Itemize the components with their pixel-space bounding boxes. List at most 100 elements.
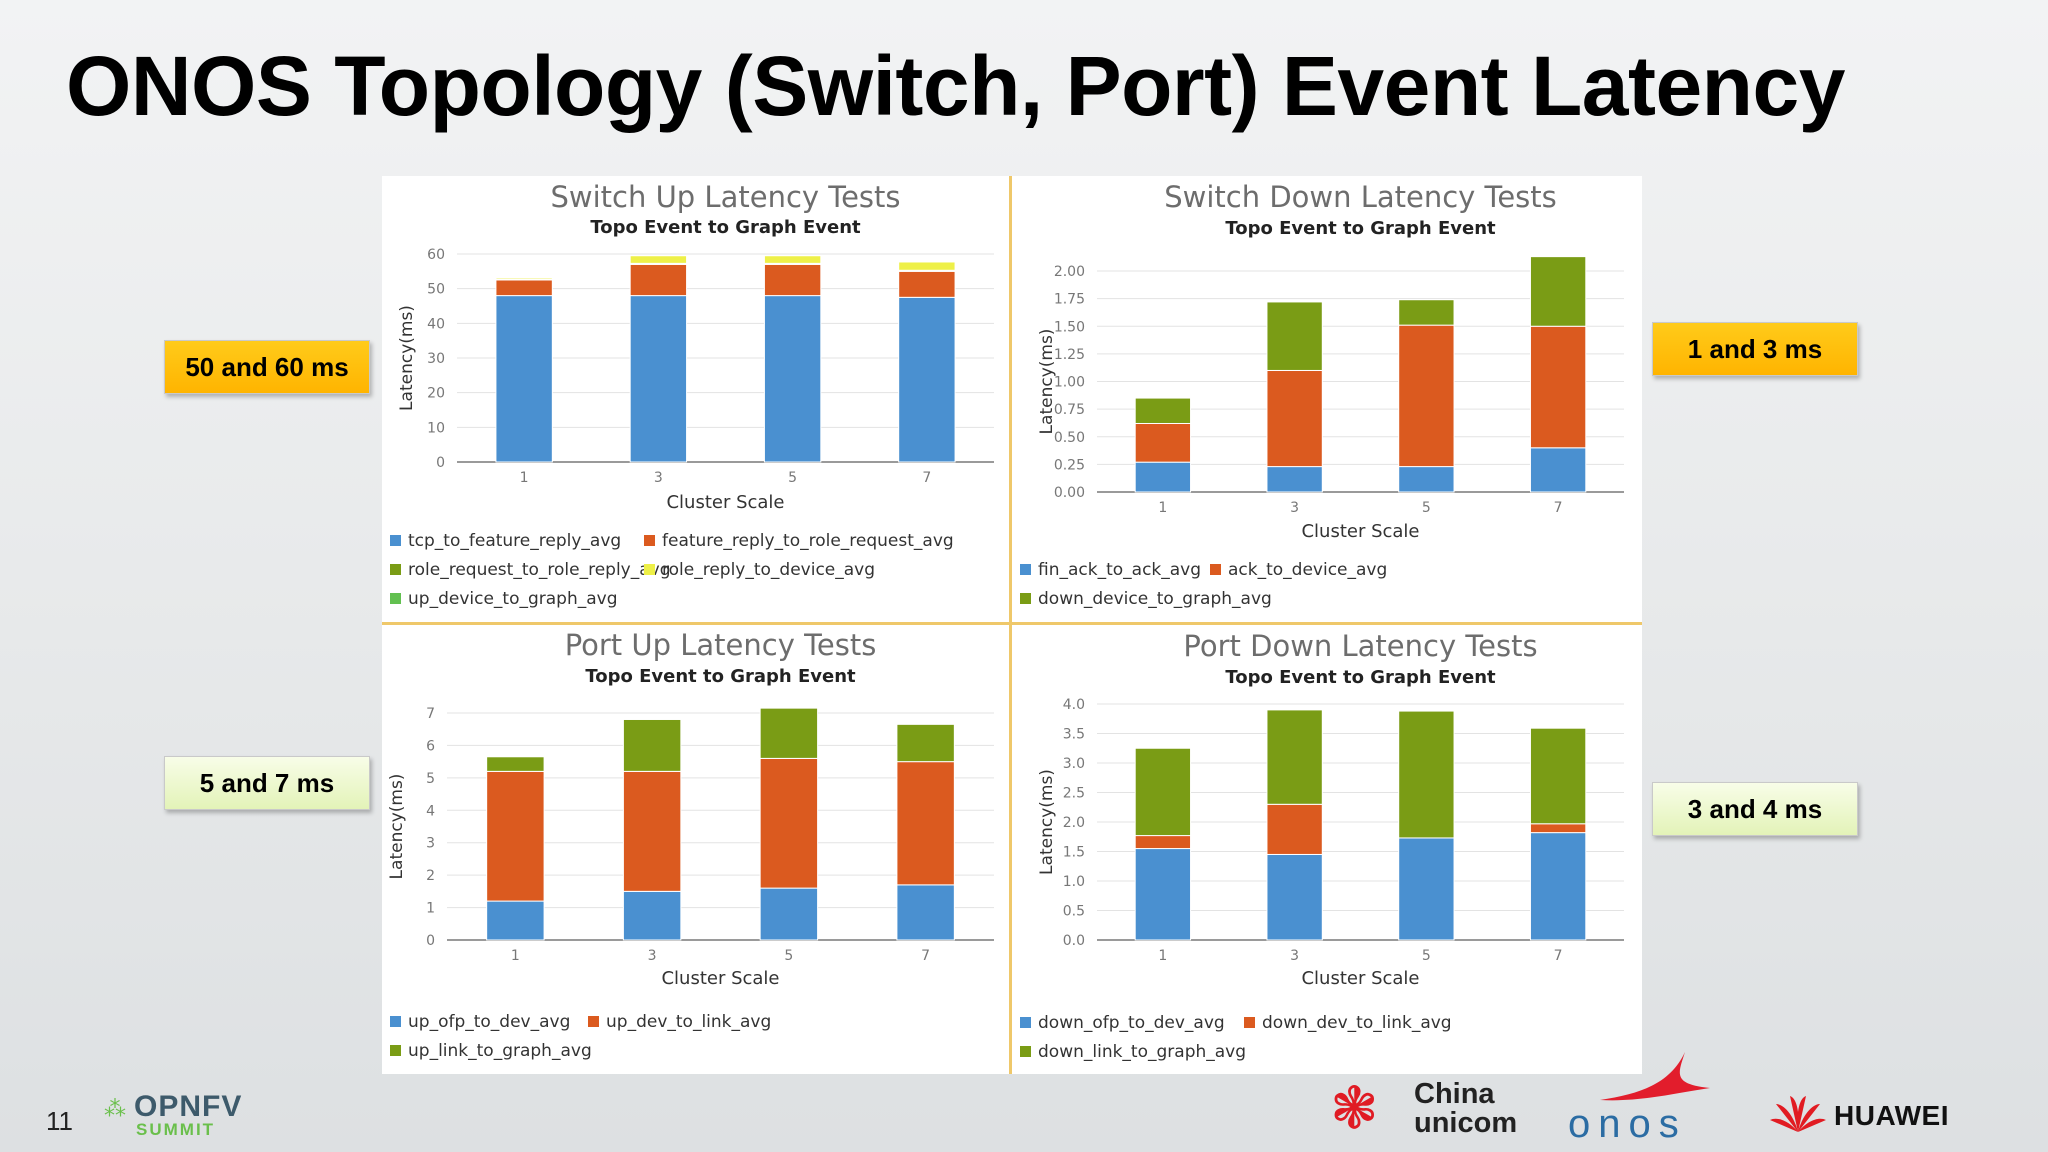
- bar-segment: [896, 884, 955, 941]
- bar-segment: [1529, 727, 1587, 825]
- x-tick-label: 3: [1290, 500, 1299, 516]
- bar-segment: [763, 295, 822, 463]
- legend-label: feature_reply_to_role_request_avg: [662, 531, 954, 551]
- chart-svg: Switch Up Latency Tests Topo Event to Gra…: [390, 180, 994, 609]
- y-tick-label: 1.50: [1054, 319, 1085, 335]
- legend-swatch: [1210, 564, 1221, 575]
- bar-segment: [1134, 747, 1192, 837]
- bar-segment: [896, 761, 955, 886]
- bar-segment: [759, 707, 819, 759]
- bar-segment: [1266, 709, 1323, 805]
- bar-segment: [1266, 301, 1323, 371]
- bar-segment: [1398, 710, 1455, 839]
- chart-subtitle: Topo Event to Graph Event: [590, 217, 861, 238]
- bar-segment: [1266, 853, 1323, 941]
- onos-logo: onos: [1560, 1044, 1730, 1148]
- huawei-flower-icon: [1770, 1096, 1826, 1132]
- huawei-wordmark: HUAWEI: [1834, 1100, 1949, 1131]
- bar-segment: [629, 263, 688, 297]
- legend-label: down_link_to_graph_avg: [1038, 1042, 1246, 1062]
- x-tick-label: 7: [1554, 948, 1563, 964]
- bar-segment: [759, 887, 819, 941]
- bar-segment: [1398, 466, 1455, 493]
- y-tick-label: 1.25: [1054, 347, 1085, 363]
- y-tick-label: 1.0: [1063, 874, 1085, 890]
- y-tick-label: 50: [427, 282, 445, 298]
- legend-swatch: [588, 1016, 599, 1027]
- bar-segment: [486, 756, 545, 772]
- y-tick-label: 0: [436, 455, 445, 471]
- bar-segment: [629, 255, 688, 264]
- bar-segment: [1529, 447, 1587, 493]
- x-tick-label: 5: [788, 470, 797, 486]
- bar-segment: [898, 261, 956, 271]
- legend-swatch: [1020, 564, 1031, 575]
- y-axis-label: Latency(ms): [1037, 769, 1057, 875]
- chart-subtitle: Topo Event to Graph Event: [585, 666, 856, 687]
- legend-swatch: [390, 593, 401, 604]
- callout-port-down: 3 and 4 ms: [1652, 782, 1858, 836]
- bar-segment: [486, 770, 545, 902]
- x-tick-label: 5: [1422, 948, 1431, 964]
- legend-label: up_device_to_graph_avg: [408, 589, 618, 609]
- y-tick-label: 2.5: [1063, 786, 1085, 802]
- switch-down-chart: Switch Down Latency Tests Topo Event to G…: [1012, 176, 1639, 622]
- bar-segment: [1134, 461, 1192, 493]
- y-tick-label: 4.0: [1063, 697, 1085, 713]
- bar-segment: [1266, 803, 1323, 855]
- x-tick-label: 7: [1554, 500, 1563, 516]
- opnfv-summit-logo: ⁂ OPNFV SUMMIT: [104, 1090, 241, 1144]
- legend-label: up_ofp_to_dev_avg: [408, 1012, 570, 1032]
- bar-segment: [896, 723, 955, 763]
- page-number: 11: [46, 1106, 73, 1136]
- bar-segment: [495, 279, 553, 297]
- callout-switch-down: 1 and 3 ms: [1652, 322, 1858, 376]
- legend-label: down_ofp_to_dev_avg: [1038, 1013, 1225, 1033]
- china-unicom-wordmark-line2: unicom: [1414, 1107, 1518, 1139]
- y-tick-label: 2.0: [1063, 815, 1085, 831]
- x-axis-label: Cluster Scale: [1301, 521, 1419, 542]
- chart-subtitle: Topo Event to Graph Event: [1225, 218, 1496, 239]
- legend-label: role_request_to_role_reply_avg: [408, 560, 671, 580]
- legend-swatch: [390, 1016, 401, 1027]
- legend-label: tcp_to_feature_reply_avg: [408, 531, 621, 551]
- bar-segment: [1529, 832, 1587, 941]
- y-tick-label: 4: [426, 803, 435, 819]
- y-tick-label: 3.5: [1063, 727, 1085, 743]
- y-tick-label: 0.0: [1063, 933, 1085, 949]
- x-tick-label: 1: [511, 948, 520, 964]
- y-tick-label: 0.50: [1054, 430, 1085, 446]
- legend-label: down_dev_to_link_avg: [1262, 1013, 1452, 1033]
- y-axis-label: Latency(ms): [387, 774, 407, 880]
- legend-swatch: [1020, 593, 1031, 604]
- x-tick-label: 5: [1422, 500, 1431, 516]
- china-unicom-knot-icon: ❃: [1330, 1076, 1379, 1141]
- legend-swatch: [390, 535, 401, 546]
- x-axis-label: Cluster Scale: [661, 968, 779, 989]
- onos-wordmark: onos: [1568, 1102, 1687, 1146]
- legend-swatch: [644, 535, 655, 546]
- chart-title: Port Up Latency Tests: [565, 628, 877, 662]
- legend-label: up_link_to_graph_avg: [408, 1041, 592, 1061]
- y-tick-label: 2: [426, 868, 435, 884]
- legend-label: up_dev_to_link_avg: [606, 1012, 771, 1032]
- chart-svg: Switch Down Latency Tests Topo Event to G…: [1020, 180, 1624, 609]
- opnfv-wordmark: OPNFV: [134, 1090, 243, 1123]
- y-tick-label: 5: [426, 771, 435, 787]
- slide-title: ONOS Topology (Switch, Port) Event Laten…: [66, 39, 1845, 133]
- y-tick-label: 6: [426, 738, 435, 754]
- bar-segment: [1529, 256, 1587, 327]
- y-tick-label: 60: [427, 247, 445, 263]
- bar-segment: [629, 295, 688, 463]
- bar-segment: [759, 757, 819, 889]
- bar-segment: [486, 900, 545, 941]
- bar-segment: [898, 270, 956, 298]
- x-axis-label: Cluster Scale: [1301, 968, 1419, 989]
- port-up-chart: Port Up Latency Tests Topo Event to Graph…: [382, 625, 1009, 1071]
- y-tick-label: 10: [427, 420, 445, 436]
- callout-switch-up: 50 and 60 ms: [164, 340, 370, 394]
- x-tick-label: 3: [648, 948, 657, 964]
- y-axis-label: Latency(ms): [397, 305, 417, 411]
- port-down-chart: Port Down Latency Tests Topo Event to Gra…: [1012, 625, 1639, 1071]
- legend-label: fin_ack_to_ack_avg: [1038, 560, 1201, 580]
